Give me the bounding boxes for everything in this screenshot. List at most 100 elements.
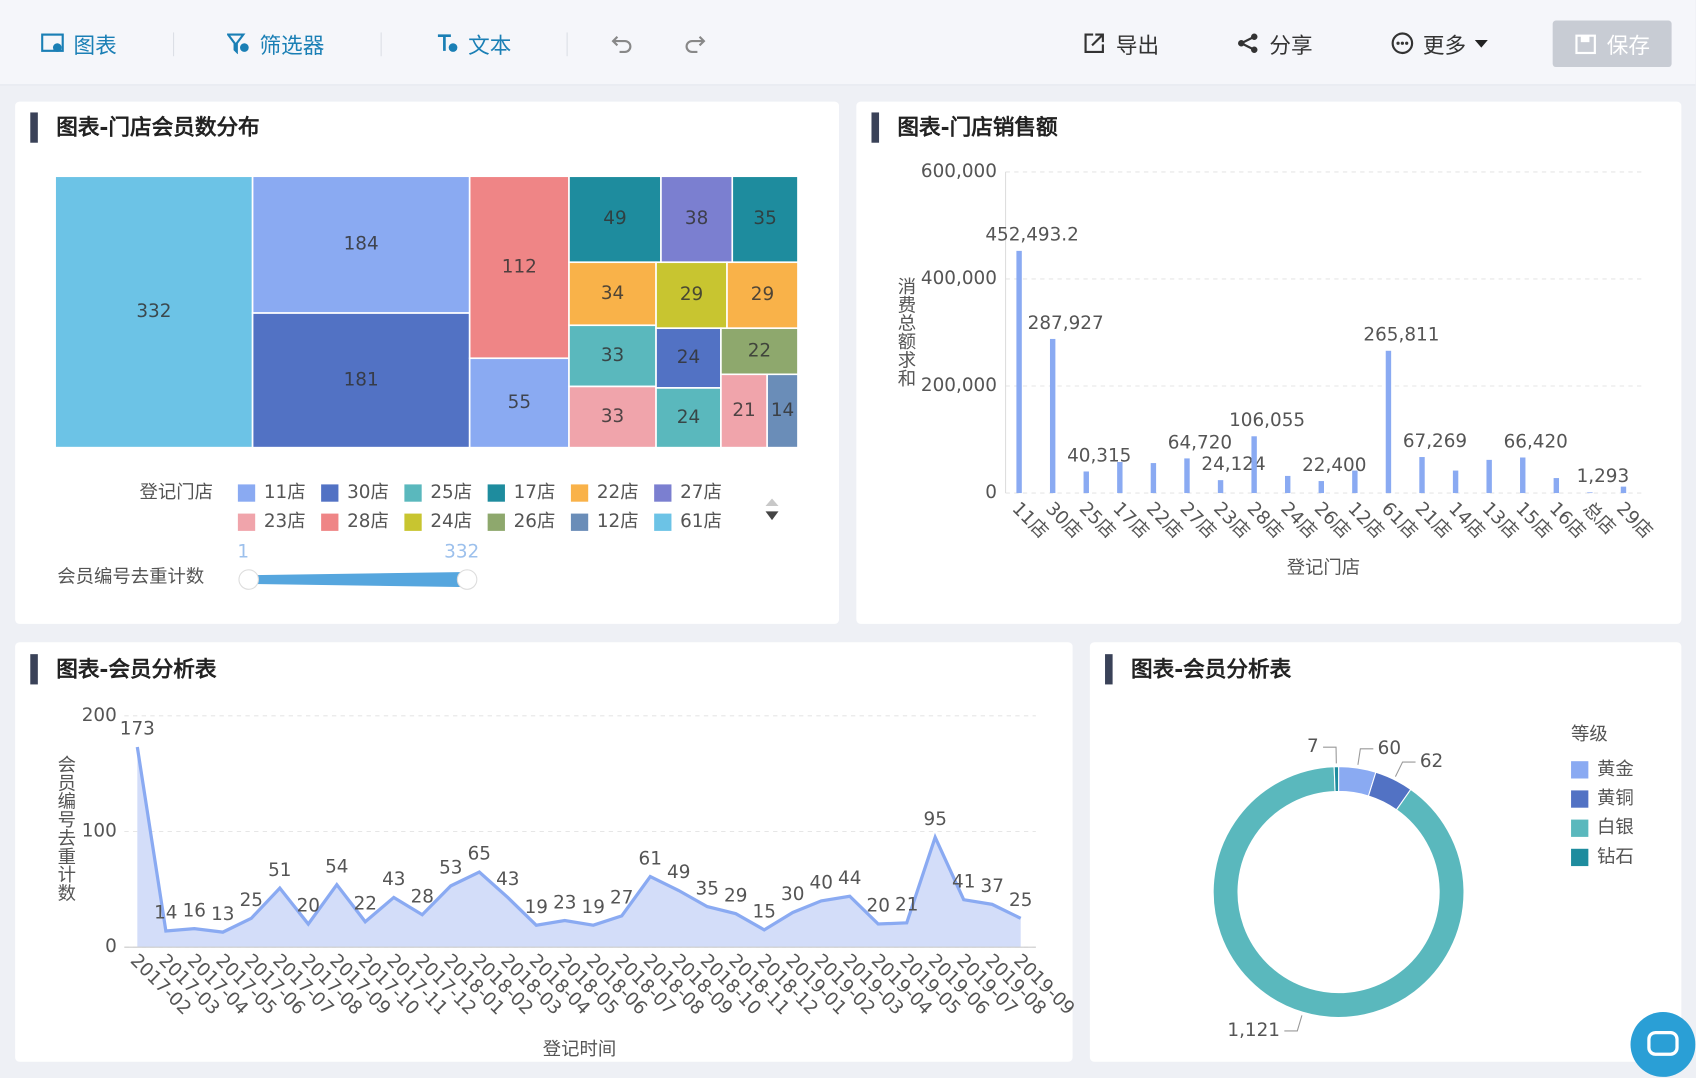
legend-swatch xyxy=(1571,819,1589,837)
title-bar xyxy=(1105,654,1113,685)
visual-map-bar xyxy=(248,571,468,588)
toolbar-item[interactable]: 分享 xyxy=(1237,28,1313,58)
value-label: 28 xyxy=(411,886,434,907)
value-label: 60 xyxy=(1378,738,1401,759)
cell-label: 33 xyxy=(601,345,624,366)
bar xyxy=(1385,350,1392,494)
chart-title: 图表-会员分析表 xyxy=(56,656,217,682)
legend-label: 黄金 xyxy=(1597,759,1634,780)
legend-label: 22店 xyxy=(597,482,639,503)
chart-title: 图表-门店会员数分布 xyxy=(56,115,259,141)
treemap-cell xyxy=(568,324,657,388)
value-label: 13 xyxy=(211,904,234,925)
cell-label: 24 xyxy=(677,347,700,368)
visual-map-handle[interactable] xyxy=(238,569,259,590)
legend-swatch xyxy=(487,484,505,502)
value-label: 51 xyxy=(268,860,291,881)
bar xyxy=(1217,480,1224,494)
cell-label: 21 xyxy=(732,400,755,421)
bar xyxy=(1016,250,1022,494)
chart-title: 图表-门店销售额 xyxy=(897,115,1058,141)
bar xyxy=(1486,459,1492,494)
y-tick-label: 200 xyxy=(82,705,117,726)
y-axis-label: 消费总额求和 xyxy=(895,277,916,387)
value-label: 54 xyxy=(325,856,348,877)
separator xyxy=(380,32,382,57)
value-label: 287,927 xyxy=(1028,313,1104,334)
y-axis-label: 会员编号去重计数 xyxy=(55,755,76,902)
legend-title: 登记门店 xyxy=(140,482,214,503)
toolbar-item[interactable]: 文本 xyxy=(436,28,511,58)
value-label: 62 xyxy=(1420,751,1443,772)
value-label: 95 xyxy=(924,809,947,830)
y-tick-label: 600,000 xyxy=(921,161,997,182)
value-label: 43 xyxy=(382,869,405,890)
bar xyxy=(1419,457,1425,494)
value-label: 40 xyxy=(810,873,833,894)
toolbar-item[interactable]: 筛选器 xyxy=(227,28,324,58)
panel xyxy=(15,642,1073,1062)
legend-swatch xyxy=(237,484,256,502)
cell-label: 29 xyxy=(751,284,774,305)
value-label: 20 xyxy=(867,896,890,917)
treemap-cell xyxy=(726,261,799,330)
pager-down[interactable] xyxy=(765,511,779,521)
treemap-cell xyxy=(655,327,722,389)
legend-label: 12店 xyxy=(597,511,639,532)
bar xyxy=(1520,457,1526,494)
visual-map-handle[interactable] xyxy=(456,569,478,590)
bar xyxy=(1049,338,1056,494)
undo-button[interactable] xyxy=(611,32,635,54)
value-label: 41 xyxy=(952,871,975,892)
value-label: 44 xyxy=(838,868,861,889)
separator xyxy=(566,32,568,57)
toolbar-item[interactable]: 图表 xyxy=(41,28,117,58)
bar xyxy=(1083,471,1089,494)
chart-title: 图表-会员分析表 xyxy=(1131,656,1292,682)
icon xyxy=(41,33,64,52)
treemap-cell xyxy=(251,175,471,314)
legend-swatch xyxy=(1571,761,1589,779)
bar xyxy=(1620,486,1627,494)
legend-swatch xyxy=(404,484,422,502)
legend-swatch xyxy=(1571,848,1589,867)
redo-button[interactable] xyxy=(682,32,706,54)
pager-up[interactable] xyxy=(765,498,779,507)
y-tick-label: 0 xyxy=(105,936,117,957)
toolbar: 图表 筛选器 文本 导出 分享 更多 保存 xyxy=(0,0,1696,86)
cell-label: 332 xyxy=(136,301,171,322)
leader-line xyxy=(1357,748,1374,765)
icon xyxy=(1391,32,1414,55)
legend-label: 24店 xyxy=(430,511,472,532)
legend-swatch xyxy=(321,513,339,531)
legend-title: 等级 xyxy=(1571,724,1608,745)
value-label: 16 xyxy=(183,900,206,921)
save-button[interactable]: 保存 xyxy=(1552,20,1672,68)
treemap-cell xyxy=(568,261,657,327)
value-label: 7 xyxy=(1307,736,1319,757)
treemap-cell xyxy=(568,175,662,264)
treemap-cell xyxy=(766,373,799,449)
toolbar-label: 筛选器 xyxy=(259,31,325,58)
toolbar-item[interactable]: 导出 xyxy=(1083,28,1159,58)
toolbar-label: 分享 xyxy=(1269,31,1313,58)
title-bar xyxy=(30,112,38,143)
legend-swatch xyxy=(570,484,589,502)
chat-button[interactable] xyxy=(1630,1012,1696,1077)
cell-label: 38 xyxy=(685,208,708,229)
treemap-cell xyxy=(468,357,570,449)
value-label: 15 xyxy=(753,902,776,923)
leader-line xyxy=(1394,761,1416,777)
legend-swatch xyxy=(654,484,672,502)
value-label: 61 xyxy=(639,848,662,869)
icon xyxy=(437,34,458,52)
bar xyxy=(1285,475,1291,494)
toolbar-label: 更多 xyxy=(1422,31,1467,58)
icon xyxy=(1238,33,1258,53)
y-tick-label: 400,000 xyxy=(921,268,997,289)
toolbar-item[interactable]: 更多 xyxy=(1390,28,1500,58)
legend-label: 26店 xyxy=(514,511,556,532)
cell-label: 24 xyxy=(677,407,700,428)
bar xyxy=(1587,492,1593,494)
